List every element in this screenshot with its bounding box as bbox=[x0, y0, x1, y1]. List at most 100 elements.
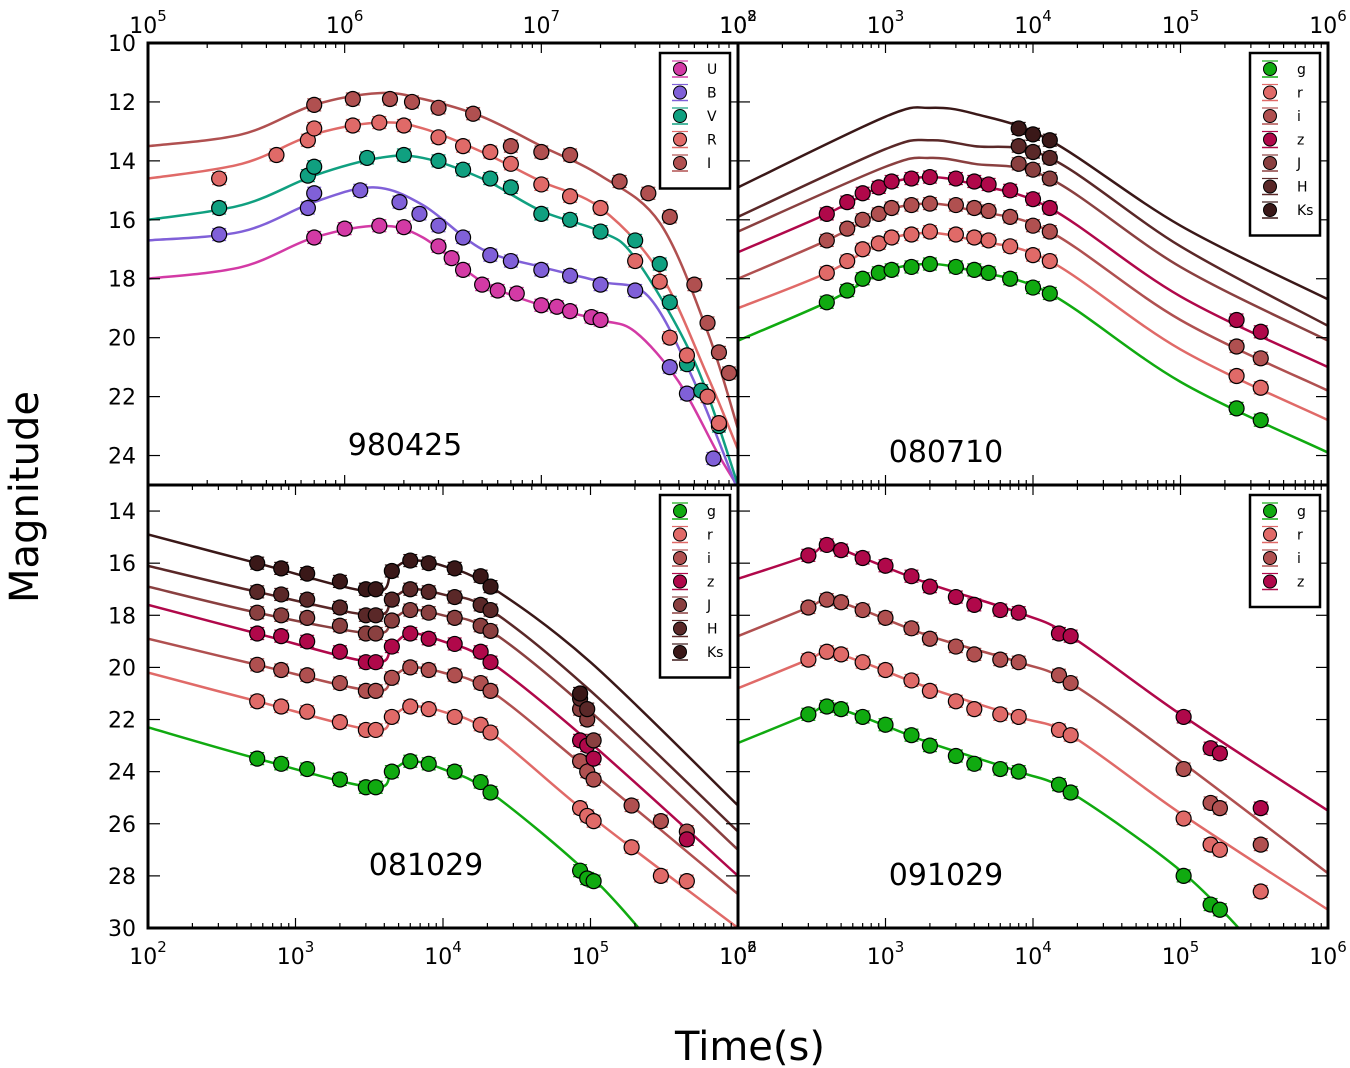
data-point-g bbox=[420, 755, 437, 772]
data-point-R bbox=[627, 252, 644, 270]
data-point-V bbox=[627, 232, 644, 249]
data-point-i bbox=[623, 797, 640, 814]
legend-marker-B bbox=[673, 85, 687, 100]
data-point-R bbox=[344, 117, 361, 134]
data-point-z bbox=[1002, 182, 1019, 199]
legend-marker-J bbox=[673, 598, 687, 612]
x-tick-label: 103 bbox=[277, 938, 315, 970]
data-point-R bbox=[678, 347, 696, 364]
data-point-i bbox=[1252, 836, 1269, 853]
data-point-B bbox=[561, 267, 579, 284]
data-point-R bbox=[211, 170, 228, 187]
data-point-r bbox=[854, 654, 871, 671]
data-point-Ks bbox=[1024, 126, 1042, 143]
legend-label-H: H bbox=[1297, 180, 1308, 196]
data-point-g bbox=[446, 763, 463, 780]
data-point-r bbox=[921, 223, 939, 240]
data-point-R bbox=[371, 114, 388, 131]
data-point-g bbox=[383, 763, 400, 780]
data-point-B bbox=[306, 185, 323, 202]
data-point-U bbox=[371, 217, 388, 234]
y-tick-label: 26 bbox=[108, 813, 136, 838]
data-point-g bbox=[1002, 270, 1019, 287]
data-point-J bbox=[299, 609, 316, 627]
data-point-Ks bbox=[472, 568, 489, 585]
data-point-g bbox=[966, 755, 983, 772]
data-point-H bbox=[249, 583, 266, 600]
data-point-i bbox=[1024, 217, 1042, 234]
x-tick-label: 108 bbox=[719, 7, 757, 39]
legend-marker-H bbox=[1263, 179, 1277, 194]
fit-line-i bbox=[738, 598, 1328, 875]
x-tick-label: 106 bbox=[326, 7, 364, 39]
data-point-z bbox=[1041, 199, 1058, 217]
data-point-I bbox=[465, 105, 482, 122]
data-point-r bbox=[402, 698, 419, 715]
data-point-r bbox=[652, 867, 669, 884]
x-tick-label: 105 bbox=[129, 7, 167, 39]
data-point-z bbox=[966, 596, 983, 613]
data-point-U bbox=[508, 285, 525, 302]
data-point-r bbox=[966, 229, 983, 246]
data-point-I bbox=[344, 90, 361, 108]
data-point-R bbox=[482, 143, 499, 161]
data-point-i bbox=[1252, 350, 1269, 367]
x-tick-label: 104 bbox=[424, 938, 462, 970]
data-point-i bbox=[966, 646, 983, 663]
data-point-r bbox=[678, 872, 695, 890]
data-point-z bbox=[992, 601, 1009, 619]
data-point-U bbox=[306, 229, 323, 246]
legend-label-r: r bbox=[707, 528, 713, 544]
data-point-g bbox=[883, 261, 900, 278]
data-point-i bbox=[903, 620, 920, 637]
legend-label-V: V bbox=[707, 109, 717, 125]
data-point-J bbox=[249, 604, 266, 621]
plot-area bbox=[738, 106, 1328, 454]
data-point-V bbox=[358, 149, 376, 167]
panel-label: 080710 bbox=[889, 435, 1004, 470]
data-point-I bbox=[502, 138, 519, 155]
data-point-i bbox=[839, 220, 856, 237]
data-point-Ks bbox=[446, 560, 463, 577]
data-point-g bbox=[947, 258, 964, 276]
data-point-J bbox=[585, 732, 602, 749]
y-tick-label: 20 bbox=[108, 656, 136, 681]
data-point-U bbox=[489, 282, 506, 299]
legend-label-i: i bbox=[707, 551, 711, 567]
data-point-i bbox=[877, 609, 894, 627]
data-point-J bbox=[1024, 161, 1042, 178]
data-point-g bbox=[832, 701, 850, 718]
legend-marker-g bbox=[1263, 504, 1277, 518]
data-point-g bbox=[903, 258, 920, 276]
data-point-V bbox=[395, 146, 412, 164]
legend-label-Ks: Ks bbox=[707, 645, 723, 661]
data-point-i bbox=[903, 196, 920, 214]
data-point-g bbox=[980, 264, 997, 281]
x-tick-label: 104 bbox=[1014, 7, 1052, 39]
legend-marker-r bbox=[1263, 527, 1277, 542]
data-point-z bbox=[383, 638, 400, 655]
legend-label-g: g bbox=[1297, 504, 1306, 520]
legend-marker-g bbox=[1263, 62, 1277, 76]
data-point-i bbox=[854, 211, 871, 228]
legend-label-r: r bbox=[1297, 528, 1303, 544]
data-point-z bbox=[903, 568, 920, 585]
data-point-J bbox=[383, 612, 400, 629]
data-point-z bbox=[921, 578, 939, 595]
data-point-B bbox=[482, 247, 499, 264]
data-point-U bbox=[443, 250, 460, 267]
data-point-i bbox=[947, 638, 964, 655]
data-point-I bbox=[430, 99, 447, 116]
data-point-g bbox=[921, 255, 939, 273]
data-point-Ks bbox=[1010, 120, 1027, 137]
data-point-r bbox=[367, 721, 384, 739]
data-point-i bbox=[1062, 674, 1079, 692]
data-point-r bbox=[446, 708, 463, 726]
y-tick-label: 16 bbox=[108, 209, 136, 234]
data-point-r bbox=[854, 241, 871, 258]
data-point-R bbox=[661, 329, 678, 346]
data-point-R bbox=[268, 146, 285, 164]
data-point-R bbox=[430, 129, 447, 146]
data-point-i bbox=[966, 199, 983, 217]
